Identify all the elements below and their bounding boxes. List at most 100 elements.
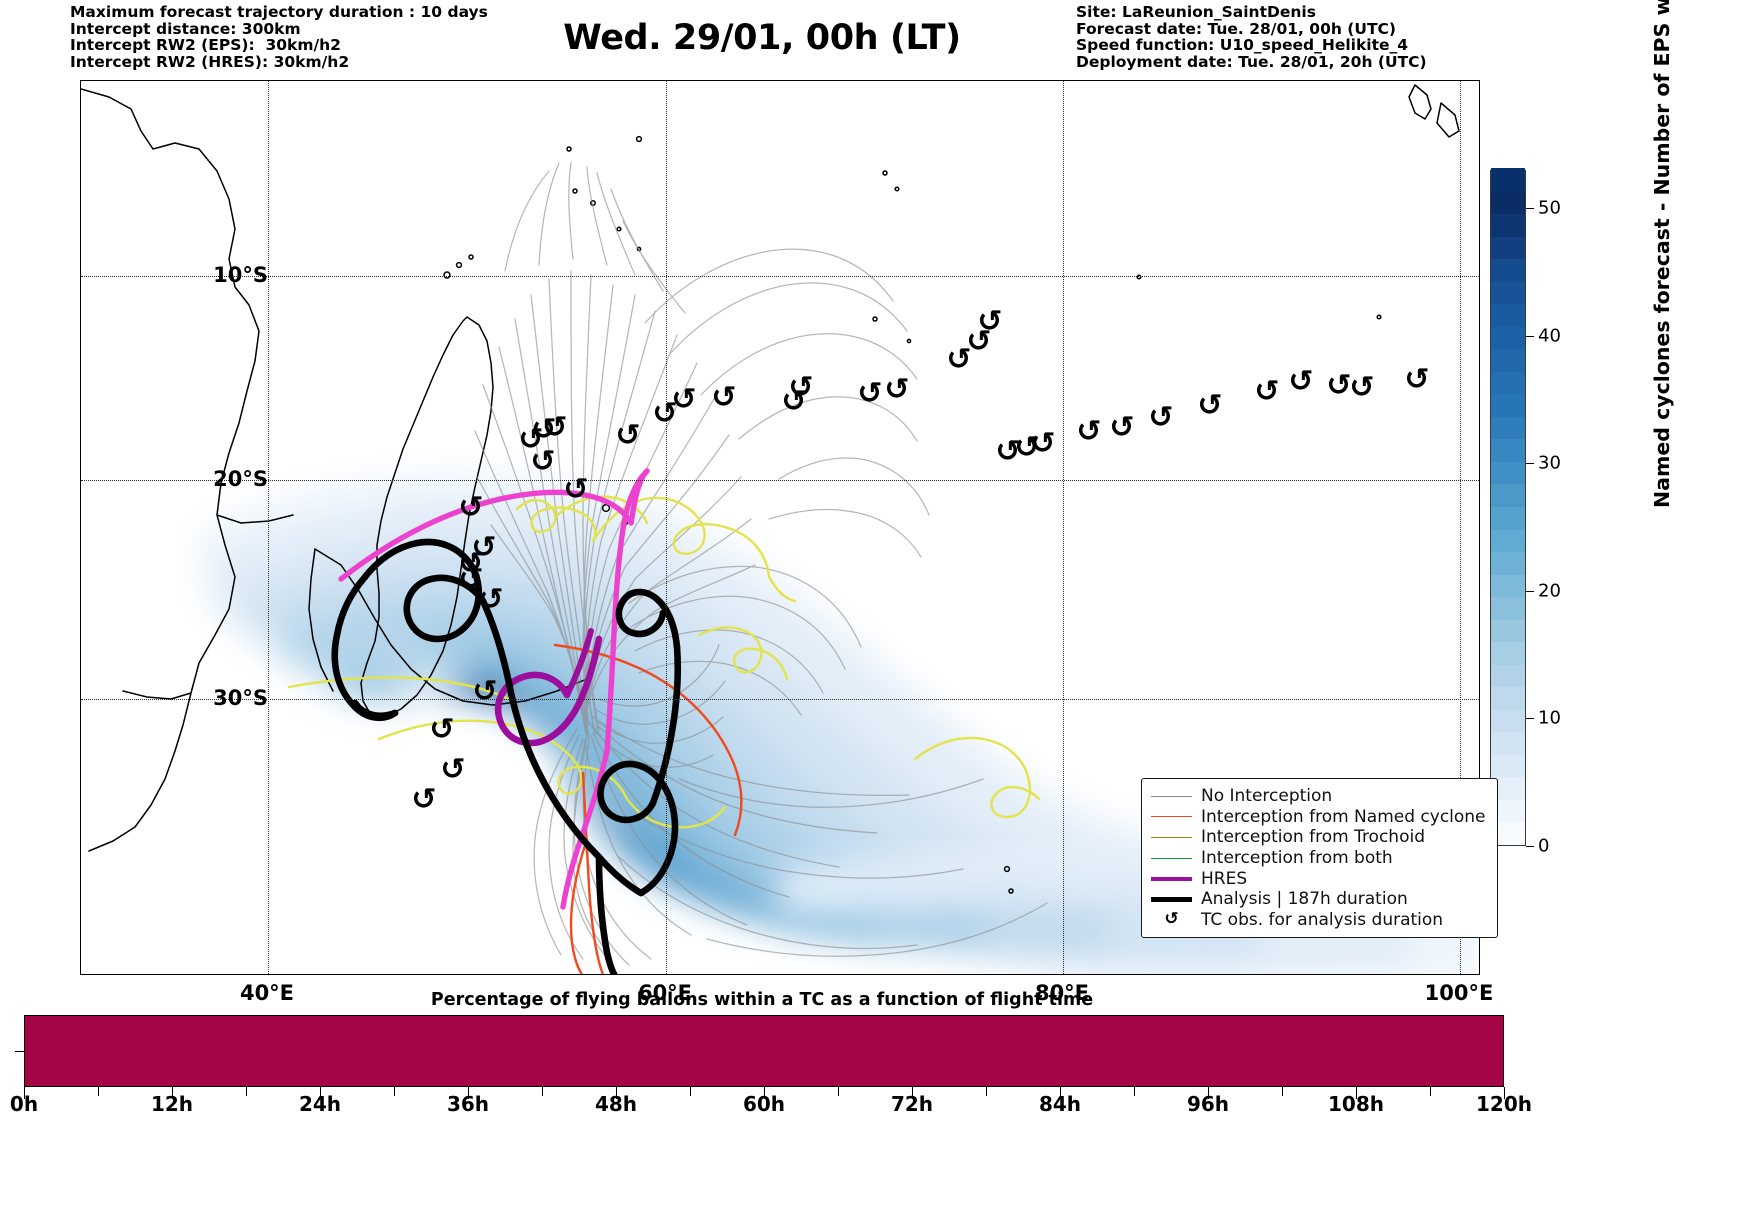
percentage-axis-tick-label: 12h xyxy=(150,1092,194,1116)
percentage-axis-tick-label: 120h xyxy=(1476,1092,1532,1116)
percentage-panel[interactable] xyxy=(15,1015,1505,1099)
colorbar-segment xyxy=(1491,438,1525,462)
svg-text:↺: ↺ xyxy=(1405,362,1430,397)
colorbar-tick-label: 0 xyxy=(1538,835,1550,857)
gridline-lon-40e xyxy=(268,81,269,974)
colorbar-segment xyxy=(1491,393,1525,417)
percentage-axis-tick xyxy=(838,1087,839,1096)
legend-line-icon xyxy=(1151,795,1192,797)
colorbar-segment xyxy=(1491,461,1525,485)
percentage-panel-title: Percentage of flying ballons within a TC… xyxy=(430,990,1094,1010)
colorbar-tick xyxy=(1526,590,1534,592)
tc-observation-markers: ↺ ↺ ↺ ↺ ↺ ↺ ↺ ↺ ↺ ↺ ↺ ↺ ↺ ↺ ↺ xyxy=(412,304,1430,817)
svg-text:↺: ↺ xyxy=(1327,368,1352,403)
svg-text:↺: ↺ xyxy=(782,384,807,419)
colorbar-title: Named cyclones forecast - Number of EPS … xyxy=(1650,0,1674,508)
header-left-line-2: Intercept RW2 (EPS): 30km/h2 xyxy=(70,36,341,55)
percentage-axis-tick xyxy=(764,1087,765,1099)
colorbar-segment xyxy=(1491,731,1525,755)
percentage-axis-tick-label: 96h xyxy=(1186,1092,1230,1116)
header-info-left: Maximum forecast trajectory duration : 1… xyxy=(70,4,488,70)
header-left-line-0: Maximum forecast trajectory duration : 1… xyxy=(70,3,488,21)
svg-text:↺: ↺ xyxy=(459,490,484,525)
svg-text:↺: ↺ xyxy=(479,582,504,617)
percentage-axis-tick xyxy=(320,1087,321,1099)
percentage-axis-tick-label: 84h xyxy=(1038,1092,1082,1116)
colorbar-segment xyxy=(1491,664,1525,688)
legend-line-icon xyxy=(1151,857,1192,859)
colorbar-tick-label: 50 xyxy=(1538,197,1561,219)
gridline-lon-80e xyxy=(1063,81,1064,974)
percentage-axis-tick xyxy=(542,1087,543,1096)
eps-colorbar[interactable]: 0 10 20 30 40 50 xyxy=(1490,168,1561,857)
colorbar-tick xyxy=(1526,208,1534,210)
svg-text:↺: ↺ xyxy=(564,472,589,507)
colorbar-tick xyxy=(1526,718,1534,720)
percentage-axis-tick xyxy=(98,1087,99,1096)
percentage-axis-tick xyxy=(912,1087,913,1099)
legend-item-5[interactable]: Analysis | 187h duration xyxy=(1151,889,1486,910)
percentage-axis-tick xyxy=(1134,1087,1135,1096)
legend-item-6[interactable]: ↺ TC obs. for analysis duration xyxy=(1151,910,1486,931)
gridline-lat-20s xyxy=(81,480,1479,481)
legend-item-0[interactable]: No Interception xyxy=(1151,786,1486,807)
svg-text:↺: ↺ xyxy=(885,372,910,407)
percentage-axis-tick xyxy=(1504,1087,1505,1099)
legend-line-swatch xyxy=(1151,836,1192,838)
colorbar-segment xyxy=(1491,596,1525,620)
colorbar-segment xyxy=(1491,303,1525,327)
percentage-axis-tick xyxy=(1060,1087,1061,1099)
colorbar-segment xyxy=(1491,213,1525,237)
percentage-axis-tick xyxy=(616,1087,617,1099)
percentage-axis-tick-label: 24h xyxy=(298,1092,342,1116)
svg-text:↺: ↺ xyxy=(441,752,466,787)
svg-text:↺: ↺ xyxy=(712,380,737,415)
trochoid-tracks xyxy=(288,495,1041,829)
svg-text:↺: ↺ xyxy=(472,530,497,565)
colorbar-gradient xyxy=(1490,168,1526,846)
legend-item-2[interactable]: Interception from Trochoid xyxy=(1151,827,1486,848)
colorbar-segment xyxy=(1491,190,1525,215)
svg-text:↺: ↺ xyxy=(653,396,678,431)
header-left-line-1: Intercept distance: 300km xyxy=(70,19,301,38)
colorbar-segment xyxy=(1491,236,1525,260)
svg-text:↺: ↺ xyxy=(1198,388,1223,423)
legend-item-4[interactable]: HRES xyxy=(1151,868,1486,889)
svg-text:↺: ↺ xyxy=(412,782,437,817)
svg-text:↺: ↺ xyxy=(1149,400,1174,435)
cyclone-glyph: ↺ xyxy=(1164,909,1179,930)
colorbar-segment xyxy=(1491,371,1525,395)
svg-text:↺: ↺ xyxy=(1077,414,1102,449)
svg-text:↺: ↺ xyxy=(858,376,883,411)
legend-item-1[interactable]: Interception from Named cyclone xyxy=(1151,807,1486,828)
percentage-axis-tick-label: 108h xyxy=(1328,1092,1384,1116)
gridline-lat-30s xyxy=(81,699,1479,700)
colorbar-segment xyxy=(1491,574,1525,598)
percentage-axis-tick xyxy=(394,1087,395,1096)
colorbar-segment xyxy=(1491,416,1525,440)
legend-item-label: HRES xyxy=(1201,868,1248,889)
legend-item-label: Interception from Trochoid xyxy=(1201,827,1425,848)
colorbar-tick xyxy=(1526,335,1534,337)
legend-item-3[interactable]: Interception from both xyxy=(1151,848,1486,869)
svg-text:↺: ↺ xyxy=(967,324,992,359)
legend-line-swatch xyxy=(1151,795,1192,797)
map-legend[interactable]: No Interception Interception from Named c… xyxy=(1141,778,1498,939)
svg-text:↺: ↺ xyxy=(672,382,697,417)
percentage-axis-tick xyxy=(1356,1087,1357,1099)
legend-line-icon xyxy=(1151,896,1192,902)
header-right-line-3: Deployment date: Tue. 28/01, 20h (UTC) xyxy=(1076,52,1427,71)
lat-tick-label-30s: 30°S xyxy=(213,686,268,710)
colorbar-segment xyxy=(1491,776,1525,800)
percentage-bar-frame xyxy=(24,1015,1504,1087)
colorbar-segment xyxy=(1491,483,1525,507)
svg-text:↺: ↺ xyxy=(1015,430,1040,465)
colorbar-tick xyxy=(1526,846,1534,847)
percentage-axis-tick xyxy=(468,1087,469,1099)
colorbar-tick-label: 10 xyxy=(1538,707,1561,729)
named-cyclone-tracks xyxy=(554,644,743,974)
gridline-lat-10s xyxy=(81,276,1479,277)
svg-text:↺: ↺ xyxy=(531,444,556,479)
colorbar-tick-label: 30 xyxy=(1538,452,1561,474)
colorbar-tick xyxy=(1526,463,1534,465)
